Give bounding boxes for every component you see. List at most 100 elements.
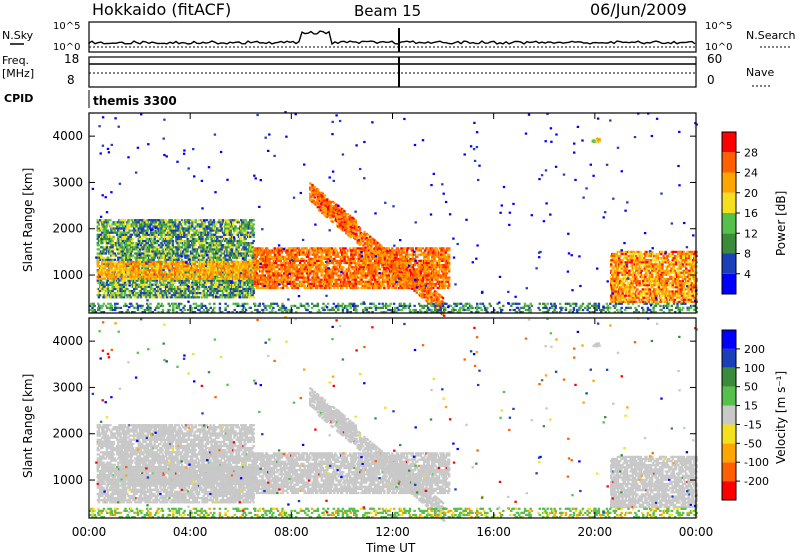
power-pixel <box>317 281 319 283</box>
power-pixel <box>229 261 231 263</box>
power-pixel <box>158 294 160 296</box>
power-pixel <box>109 257 111 259</box>
power-pixel <box>151 232 153 234</box>
power-pixel <box>179 294 181 296</box>
power-pixel <box>172 242 174 244</box>
power-pixel <box>225 232 227 234</box>
nsky-trace <box>89 28 696 52</box>
power-pixel <box>184 223 186 225</box>
power-pixel <box>232 271 234 273</box>
power-pixel <box>116 232 118 234</box>
power-pixel <box>276 270 278 272</box>
power-pixel <box>167 259 169 261</box>
power-pixel <box>172 240 174 242</box>
power-pixel <box>173 288 175 290</box>
power-pixel <box>292 254 294 256</box>
power-pixel <box>157 290 159 292</box>
power-pixel <box>339 268 341 270</box>
power-pixel <box>241 263 243 265</box>
power-pixel <box>149 263 151 265</box>
power-pixel <box>333 252 335 254</box>
power-pixel <box>213 261 215 263</box>
power-pixel <box>335 272 337 274</box>
power-pixel <box>165 242 167 244</box>
power-pixel <box>129 290 131 292</box>
power-pixel <box>156 242 158 244</box>
nsky-panel <box>89 22 696 52</box>
power-pixel <box>284 264 286 266</box>
power-pixel <box>249 225 251 227</box>
power-pixel <box>226 221 228 223</box>
power-pixel <box>139 248 141 250</box>
power-pixel <box>253 292 255 294</box>
power-pixel <box>185 230 187 232</box>
power-pixel <box>164 240 166 242</box>
power-pixel <box>157 221 159 223</box>
power-pixel <box>308 254 310 256</box>
power-pixel <box>329 254 331 256</box>
power-pixel <box>207 232 209 234</box>
power-pixel <box>343 274 345 276</box>
power-pixel <box>101 278 103 280</box>
power-pixel <box>130 230 132 232</box>
power-pixel <box>232 240 234 242</box>
power-pixel <box>148 232 150 234</box>
power-pixel <box>192 292 194 294</box>
power-pixel <box>180 242 182 244</box>
power-pixel <box>206 292 208 294</box>
power-pixel <box>199 259 201 261</box>
power-pixel <box>200 248 202 250</box>
power-pixel <box>265 281 267 283</box>
power-pixel <box>337 287 339 289</box>
power-pixel <box>304 285 306 287</box>
power-pixel <box>164 236 166 238</box>
power-pixel <box>115 278 117 280</box>
power-pixel <box>185 265 187 267</box>
power-pixel <box>215 269 217 271</box>
power-pixel <box>247 282 249 284</box>
power-pixel <box>102 238 104 240</box>
power-pixel <box>243 282 245 284</box>
power-pixel <box>209 223 211 225</box>
power-pixel <box>144 252 146 254</box>
power-pixel <box>157 284 159 286</box>
power-pixel <box>268 249 270 251</box>
power-pixel <box>135 265 137 267</box>
power-pixel <box>109 232 111 234</box>
power-pixel <box>189 276 191 278</box>
power-pixel <box>99 269 101 271</box>
power-pixel <box>238 244 240 246</box>
power-pixel <box>132 230 134 232</box>
power-pixel <box>327 285 329 287</box>
power-pixel <box>107 238 109 240</box>
power-pixel <box>111 294 113 296</box>
power-pixel <box>326 249 328 251</box>
power-pixel <box>224 257 226 259</box>
power-pixel <box>148 255 150 257</box>
power-pixel <box>282 287 284 289</box>
power-pixel <box>134 219 136 221</box>
power-pixel <box>246 278 248 280</box>
power-pixel <box>102 219 104 221</box>
power-pixel <box>253 219 255 221</box>
power-pixel <box>103 278 105 280</box>
power-pixel <box>323 256 325 258</box>
power-pixel <box>205 234 207 236</box>
power-pixel <box>195 269 197 271</box>
power-pixel <box>220 290 222 292</box>
power-pixel <box>306 247 308 249</box>
power-pixel <box>229 244 231 246</box>
power-pixel <box>206 242 208 244</box>
power-pixel <box>188 242 190 244</box>
power-pixel <box>220 276 222 278</box>
power-pixel <box>278 254 280 256</box>
power-pixel <box>274 247 276 249</box>
power-pixel <box>339 277 341 279</box>
power-pixel <box>123 227 125 229</box>
power-pixel <box>332 285 334 287</box>
power-pixel <box>281 252 283 254</box>
power-pixel <box>276 285 278 287</box>
power-pixel <box>193 242 195 244</box>
power-pixel <box>141 274 143 276</box>
power-pixel <box>257 274 259 276</box>
